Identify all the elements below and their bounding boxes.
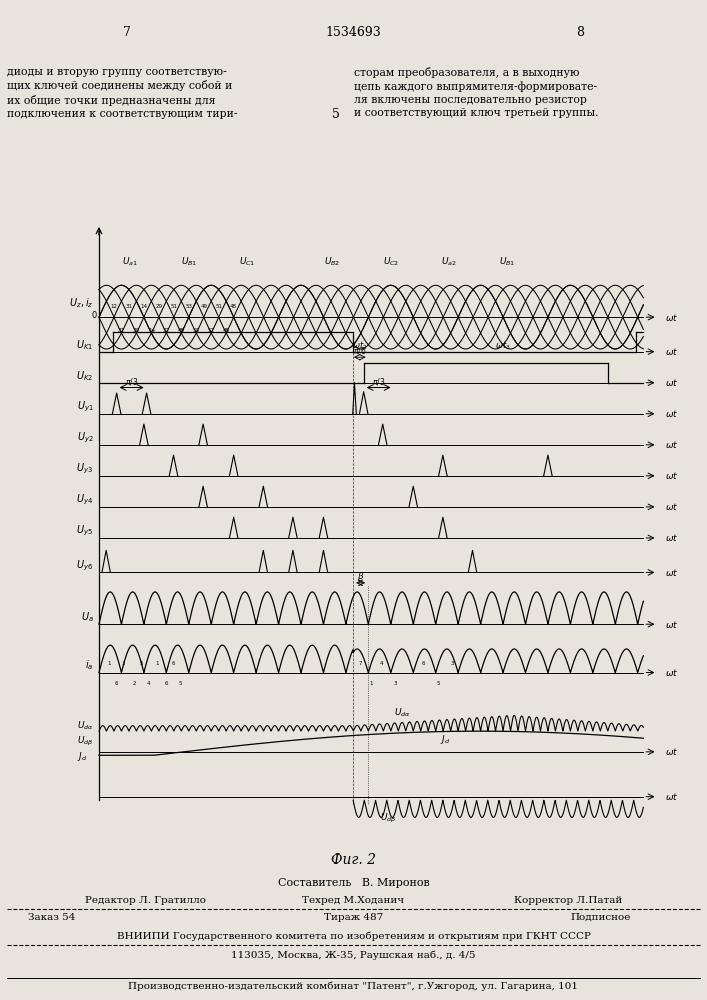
- Text: 30: 30: [133, 328, 140, 332]
- Text: 6: 6: [172, 661, 175, 666]
- Text: 1: 1: [156, 661, 158, 666]
- Text: 5: 5: [140, 661, 143, 666]
- Text: 6: 6: [115, 681, 118, 686]
- Text: $U_z,i_z$: $U_z,i_z$: [69, 296, 93, 310]
- Text: 1: 1: [108, 661, 111, 666]
- Text: 7: 7: [123, 26, 132, 39]
- Text: 48: 48: [177, 328, 185, 332]
- Text: $\omega t$: $\omega t$: [665, 470, 678, 481]
- Text: 0: 0: [92, 311, 97, 320]
- Text: 8: 8: [575, 26, 584, 39]
- Text: $\omega t$: $\omega t$: [665, 312, 678, 323]
- Text: $\omega t$: $\omega t$: [665, 746, 678, 757]
- Text: 50: 50: [193, 328, 200, 332]
- Text: 5: 5: [332, 108, 340, 121]
- Text: $\omega t$: $\omega t$: [665, 377, 678, 388]
- Text: Составитель   В. Миронов: Составитель В. Миронов: [278, 878, 429, 888]
- Text: $\omega t$: $\omega t$: [665, 619, 678, 630]
- Text: диоды и вторую группу соответствую-
щих ключей соединены между собой и
их общие : диоды и вторую группу соответствую- щих …: [7, 67, 238, 119]
- Text: $\pi/6$: $\pi/6$: [354, 345, 367, 356]
- Text: $U_{K2}$: $U_{K2}$: [76, 369, 93, 383]
- Text: $\omega t$: $\omega t$: [665, 532, 678, 543]
- Text: $\omega t$: $\omega t$: [665, 567, 678, 578]
- Text: $U_{y1}$: $U_{y1}$: [76, 400, 93, 414]
- Text: $U_{K1}$: $U_{K1}$: [76, 338, 93, 352]
- Text: $J_d$: $J_d$: [440, 732, 450, 746]
- Text: ВНИИПИ Государственного комитета по изобретениям и открытиям при ГКНТ СССР: ВНИИПИ Государственного комитета по изоб…: [117, 931, 590, 941]
- Text: Техред М.Ходанич: Техред М.Ходанич: [303, 896, 404, 905]
- Text: Фиг. 2: Фиг. 2: [331, 853, 376, 867]
- Text: Редактор Л. Гратилло: Редактор Л. Гратилло: [85, 896, 206, 905]
- Text: 51: 51: [215, 304, 222, 309]
- Text: $U_{B2}$: $U_{B2}$: [325, 256, 341, 268]
- Text: Подписное: Подписное: [571, 912, 631, 922]
- Text: $U_a$: $U_a$: [81, 610, 93, 624]
- Text: сторам преобразователя, а в выходную
цепь каждого выпрямителя-формировате-
ля вк: сторам преобразователя, а в выходную цеп…: [354, 67, 598, 118]
- Text: $\omega t_2$: $\omega t_2$: [352, 339, 368, 352]
- Text: $\omega t$: $\omega t$: [665, 791, 678, 802]
- Text: Корректор Л.Патай: Корректор Л.Патай: [514, 896, 622, 905]
- Text: $U_{C2}$: $U_{C2}$: [382, 256, 399, 268]
- Text: 29: 29: [156, 304, 163, 309]
- Text: $\omega t$: $\omega t$: [665, 439, 678, 450]
- Text: 5: 5: [179, 681, 182, 686]
- Text: 4: 4: [380, 661, 383, 666]
- Text: $U_{B1}$: $U_{B1}$: [180, 256, 197, 268]
- Text: 14: 14: [141, 304, 147, 309]
- Text: $U_{C1}$: $U_{C1}$: [239, 256, 255, 268]
- Text: 49: 49: [200, 304, 207, 309]
- Text: $\omega t_3$: $\omega t_3$: [495, 339, 511, 352]
- Text: 14: 14: [148, 328, 155, 332]
- Text: $U_{y3}$: $U_{y3}$: [76, 462, 93, 476]
- Text: 5: 5: [436, 681, 440, 686]
- Text: $U_{y2}$: $U_{y2}$: [76, 431, 93, 445]
- Text: 3: 3: [450, 661, 454, 666]
- Text: 6: 6: [422, 661, 426, 666]
- Text: $U_{B1}$: $U_{B1}$: [499, 256, 515, 268]
- Text: Производственно-издательский комбинат "Патент", г.Ужгород, ул. Гагарина, 101: Производственно-издательский комбинат "П…: [129, 981, 578, 991]
- Text: $U_{y6}$: $U_{y6}$: [76, 558, 93, 573]
- Text: Заказ 54: Заказ 54: [28, 912, 76, 922]
- Text: $U_{a1}$: $U_{a1}$: [122, 256, 139, 268]
- Text: 113035, Москва, Ж-35, Раушская наб., д. 4/5: 113035, Москва, Ж-35, Раушская наб., д. …: [231, 950, 476, 960]
- Text: $U_{y5}$: $U_{y5}$: [76, 524, 93, 538]
- Text: 2: 2: [133, 681, 136, 686]
- Text: 3: 3: [122, 661, 125, 666]
- Text: 3: 3: [394, 681, 397, 686]
- Text: 6: 6: [165, 681, 168, 686]
- Text: $\omega t$: $\omega t$: [665, 667, 678, 678]
- Text: 32: 32: [163, 328, 170, 332]
- Text: 7: 7: [358, 661, 362, 666]
- Text: $U_{a2}$: $U_{a2}$: [441, 256, 457, 268]
- Text: $\omega t$: $\omega t$: [665, 346, 678, 357]
- Text: 53: 53: [185, 304, 192, 309]
- Text: $U_{y4}$: $U_{y4}$: [76, 493, 93, 507]
- Text: $\beta$: $\beta$: [357, 570, 364, 583]
- Text: 51: 51: [170, 304, 177, 309]
- Text: 48: 48: [230, 304, 237, 309]
- Text: $\pi/3$: $\pi/3$: [125, 376, 139, 387]
- Text: $\omega t$: $\omega t$: [665, 408, 678, 419]
- Text: 12: 12: [110, 304, 117, 309]
- Text: 4: 4: [147, 681, 150, 686]
- Text: 1: 1: [369, 681, 373, 686]
- Text: $\omega t$: $\omega t$: [665, 501, 678, 512]
- Text: 31: 31: [125, 304, 132, 309]
- Text: $i_a$: $i_a$: [85, 659, 93, 672]
- Text: 32: 32: [118, 328, 125, 332]
- Text: 52: 52: [208, 328, 215, 332]
- Text: Тираж 487: Тираж 487: [324, 912, 383, 922]
- Text: $U_{d\alpha}$: $U_{d\alpha}$: [395, 707, 411, 719]
- Text: 1534693: 1534693: [326, 26, 381, 39]
- Text: $\pi/3$: $\pi/3$: [372, 376, 385, 387]
- Text: 48: 48: [223, 328, 230, 332]
- Text: $U_{d\beta}$: $U_{d\beta}$: [380, 812, 397, 825]
- Text: $U_{d\alpha}$
$U_{d\beta}$
$J_d$: $U_{d\alpha}$ $U_{d\beta}$ $J_d$: [76, 720, 93, 763]
